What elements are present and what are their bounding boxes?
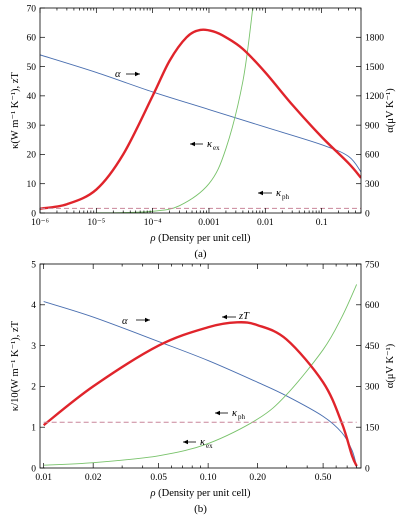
x-axis-label: ρ (Density per unit cell): [149, 233, 251, 244]
y-left-axis-label: κ(W m⁻¹ K⁻¹), zT: [10, 72, 21, 149]
x-tick-label: 10⁻⁴: [144, 218, 163, 228]
y-left-tick-label: 1: [31, 424, 36, 434]
y-right-tick-label: 600: [365, 301, 380, 311]
y-left-tick-label: 70: [27, 4, 37, 14]
x-tick-label: 10⁻⁶: [31, 218, 49, 228]
series-kappa-ex-line: [43, 284, 358, 466]
annotation-kappa-ph: κph: [232, 408, 246, 421]
series-group: [42, 284, 358, 467]
y-right-tick-label: 450: [365, 342, 380, 352]
y-right-tick-label: 900: [365, 121, 380, 131]
x-tick-label: 0.10: [200, 473, 217, 483]
y-left-tick-label: 50: [27, 63, 37, 73]
y-right-tick-label: 300: [365, 383, 380, 393]
y-left-tick-label: 0: [31, 209, 36, 219]
x-tick-label: 0.01: [35, 473, 52, 483]
series-zT-line: [40, 28, 361, 210]
y-left-tick-label: 20: [27, 151, 37, 161]
annotation-alpha: α: [115, 69, 121, 80]
series-group: [40, 8, 361, 213]
x-tick-label: 0.50: [315, 473, 332, 483]
annotation-kappa-ex-arrow: [183, 439, 196, 445]
annotation-kappa-ex: κex: [207, 139, 220, 152]
panel-caption: (b): [194, 503, 207, 515]
x-tick-label: 10⁻⁵: [87, 218, 105, 228]
y-left-tick-label: 5: [31, 260, 36, 270]
y-right-tick-label: 0: [365, 209, 370, 219]
chart-panel-b: 0.01 0.02 0.05 0.10 0.20 0.500123450150300450…: [10, 260, 396, 515]
x-tick-label: 0.20: [249, 473, 266, 483]
y-right-tick-label: 1500: [365, 63, 384, 73]
annotation-alpha-arrow: [136, 317, 150, 323]
y-left-tick-label: 40: [27, 92, 37, 102]
y-right-tick-label: 300: [365, 180, 380, 190]
plot-frame: [39, 7, 362, 214]
y-right-tick-label: 150: [365, 424, 380, 434]
y-right-tick-label: 1200: [365, 92, 384, 102]
annotation-zt-arrow: [222, 314, 236, 320]
series-alpha-line: [40, 54, 361, 173]
x-tick-label: 0.001: [198, 218, 220, 228]
x-tick-label: 0.05: [150, 473, 167, 483]
y-left-axis-label: κ/10(W m⁻¹ K⁻¹), zT: [10, 320, 21, 411]
y-left-tick-label: 60: [27, 34, 37, 44]
x-tick-label: 0.1: [316, 218, 328, 228]
annotation-kappa-ph-arrow: [258, 190, 272, 196]
y-left-tick-label: 30: [27, 121, 37, 131]
annotation-alpha-arrow: [126, 71, 140, 77]
y-left-tick-label: 3: [31, 342, 36, 352]
series-kappa-ex-line: [96, 8, 254, 213]
annotation-kappa-ph-arrow: [215, 410, 228, 416]
y-right-tick-label: 0: [365, 464, 370, 474]
x-axis-label: ρ (Density per unit cell): [149, 488, 251, 499]
x-tick-label: 0.02: [85, 473, 102, 483]
panel-caption: (a): [194, 248, 207, 260]
series-zT-line: [42, 321, 358, 467]
y-left-tick-label: 4: [31, 301, 36, 311]
y-left-tick-label: 2: [31, 383, 36, 393]
annotation-kappa-ph: κph: [276, 188, 290, 201]
y-right-tick-label: 1800: [365, 34, 384, 44]
y-left-tick-label: 0: [31, 464, 36, 474]
annotation-kappa-ex-arrow: [190, 141, 203, 147]
chart-panel-a: 10⁻⁶ 10⁻⁵ 10⁻⁴ 0.001 0.01 0.1 0 10 20 30 40 50 60 70 0…: [10, 4, 396, 260]
y-left-tick-label: 10: [27, 180, 37, 190]
y-right-tick-label: 750: [365, 260, 380, 270]
annotation-zt: zT: [238, 311, 250, 322]
annotation-kappa-ex: κex: [200, 437, 213, 450]
y-right-tick-label: 600: [365, 151, 380, 161]
annotation-alpha: α: [122, 316, 128, 327]
y-right-axis-label: α(μV K⁻¹): [385, 88, 396, 133]
x-tick-label: 0.01: [257, 218, 274, 228]
y-right-axis-label: α(μV K⁻¹): [385, 343, 396, 388]
